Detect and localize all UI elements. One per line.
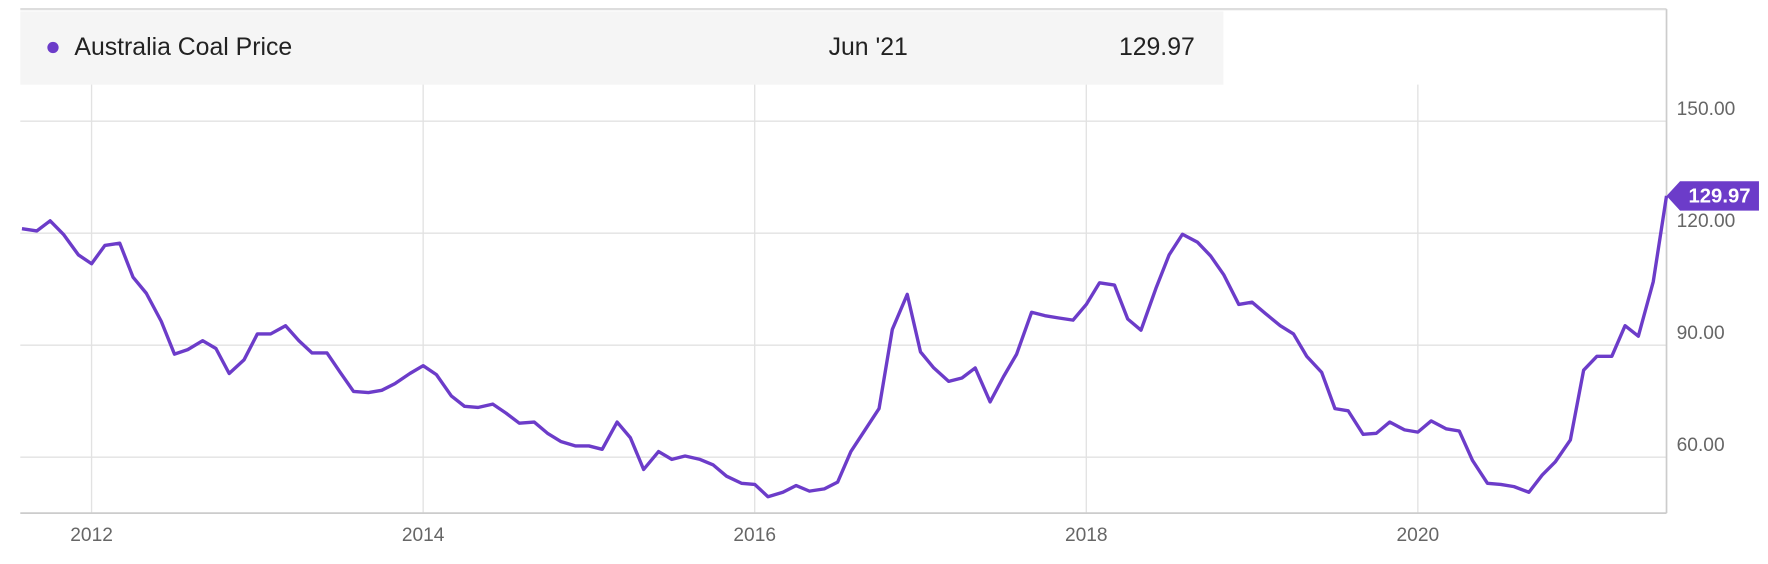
tooltip-value: 129.97 (1119, 34, 1195, 61)
legend-marker (47, 41, 59, 54)
x-tick-label: 2014 (402, 525, 445, 546)
tooltip-date: Jun '21 (829, 34, 908, 61)
last-value-badge (1666, 181, 1759, 211)
x-tick-label: 2020 (1397, 525, 1440, 546)
y-tick-label: 120.00 (1677, 211, 1736, 232)
y-tick-label: 150.00 (1677, 99, 1736, 120)
plot-area: 60.00 90.00 120.00 150.00 2012 2014 2016 2018 20… (20, 9, 1735, 546)
legend-label: Australia Coal Price (74, 34, 292, 61)
y-tick-label: 90.00 (1677, 323, 1725, 344)
x-tick-label: 2016 (733, 525, 776, 546)
tooltip-box (20, 11, 1224, 85)
x-tick-label: 2012 (70, 525, 113, 546)
last-value-label: 129.97 (1688, 185, 1750, 207)
data-line (21, 195, 1669, 499)
y-tick-label: 60.00 (1677, 435, 1725, 456)
x-tick-label: 2018 (1065, 525, 1108, 546)
